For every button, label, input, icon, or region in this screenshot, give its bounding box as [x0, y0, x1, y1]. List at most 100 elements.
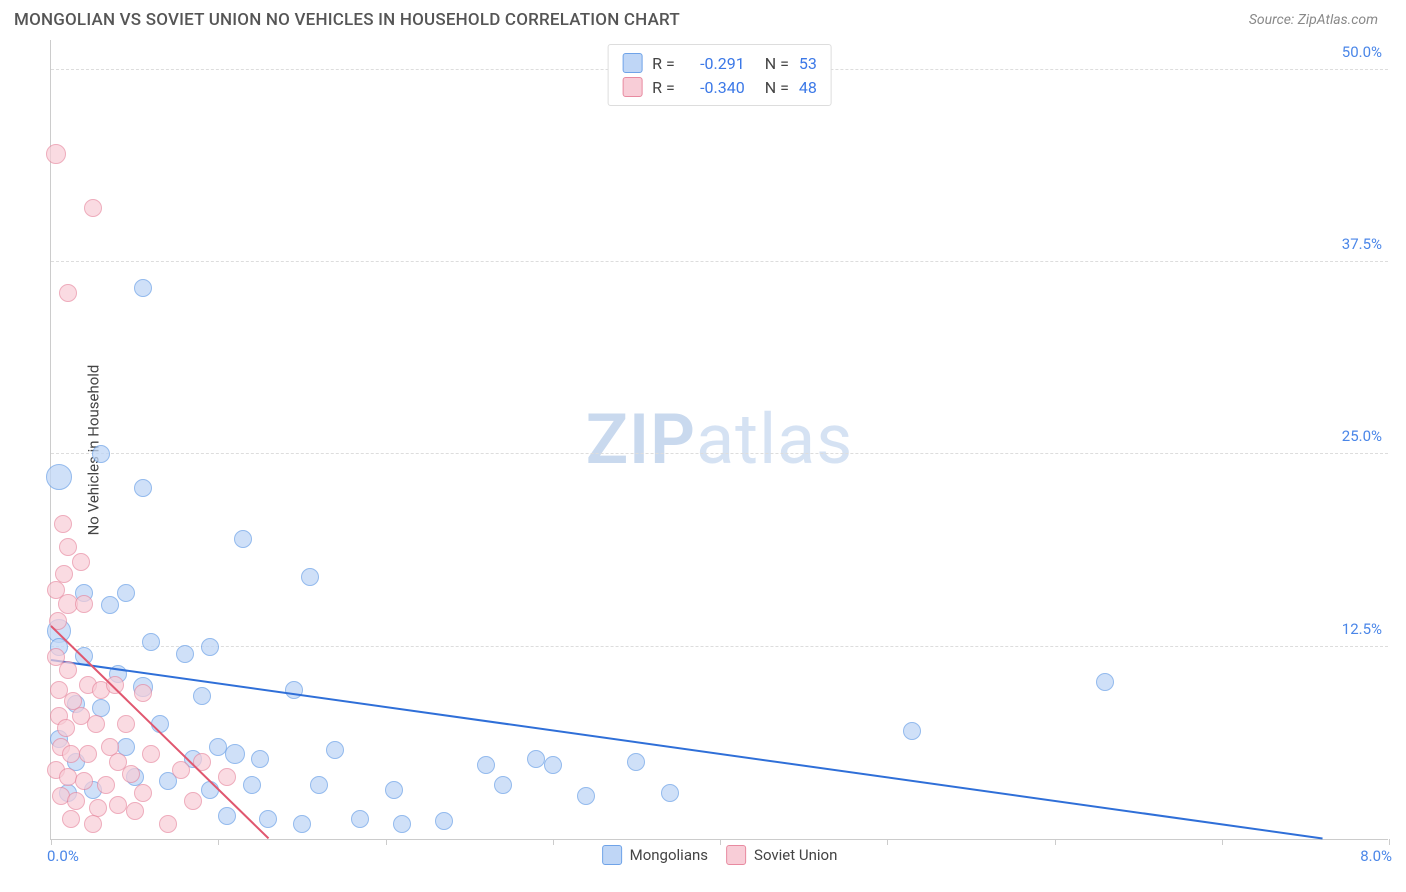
scatter-point	[142, 633, 160, 651]
x-tick	[1222, 839, 1223, 845]
scatter-point	[477, 756, 495, 774]
r-label: R =	[652, 78, 675, 97]
scatter-point	[67, 792, 85, 810]
trend-line	[50, 625, 269, 839]
y-tick-label: 50.0%	[1342, 43, 1382, 61]
scatter-point	[84, 815, 102, 833]
scatter-point	[193, 687, 211, 705]
n-label: N =	[765, 78, 789, 97]
scatter-point	[134, 479, 152, 497]
scatter-point	[62, 745, 80, 763]
x-max-label: 8.0%	[1360, 847, 1392, 865]
scatter-point	[351, 810, 369, 828]
scatter-point	[101, 596, 119, 614]
scatter-point	[72, 553, 90, 571]
scatter-point	[46, 144, 66, 164]
scatter-point	[59, 661, 77, 679]
y-tick-label: 37.5%	[1342, 235, 1382, 253]
scatter-point	[54, 515, 72, 533]
legend-swatch	[622, 77, 642, 97]
legend-swatch	[602, 845, 622, 865]
legend-swatch	[622, 53, 642, 73]
scatter-point	[172, 761, 190, 779]
scatter-point	[134, 784, 152, 802]
legend-top-row: R = -0.340 N = 48	[622, 75, 817, 99]
r-label: R =	[652, 54, 675, 73]
scatter-point	[117, 584, 135, 602]
scatter-point	[109, 796, 127, 814]
source-label: Source: ZipAtlas.com	[1249, 12, 1378, 28]
legend-bottom-item: Mongolians	[602, 845, 708, 865]
scatter-point	[57, 719, 75, 737]
n-label: N =	[765, 54, 789, 73]
scatter-point	[75, 772, 93, 790]
scatter-point	[435, 812, 453, 830]
scatter-point	[1096, 673, 1114, 691]
scatter-point	[577, 787, 595, 805]
scatter-point	[234, 530, 252, 548]
n-value: 48	[799, 78, 817, 97]
scatter-point	[75, 595, 93, 613]
scatter-point	[59, 538, 77, 556]
scatter-point	[87, 715, 105, 733]
x-tick	[887, 839, 888, 845]
watermark: ZIPatlas	[586, 399, 854, 481]
scatter-point	[59, 284, 77, 302]
scatter-point	[159, 815, 177, 833]
r-value: -0.340	[685, 78, 745, 97]
scatter-point	[251, 750, 269, 768]
n-value: 53	[799, 54, 817, 73]
y-tick-label: 25.0%	[1342, 427, 1382, 445]
scatter-point	[79, 745, 97, 763]
scatter-point	[184, 792, 202, 810]
scatter-point	[301, 568, 319, 586]
scatter-point	[225, 744, 245, 764]
watermark-part2: atlas	[696, 399, 853, 481]
scatter-point	[527, 750, 545, 768]
scatter-point	[661, 784, 679, 802]
scatter-point	[142, 745, 160, 763]
scatter-point	[903, 722, 921, 740]
scatter-point	[126, 802, 144, 820]
scatter-point	[59, 768, 77, 786]
x-tick	[218, 839, 219, 845]
scatter-point	[46, 464, 72, 490]
watermark-part1: ZIP	[586, 399, 696, 481]
scatter-point	[201, 638, 219, 656]
legend-label: Soviet Union	[754, 846, 837, 864]
legend-bottom-item: Soviet Union	[726, 845, 837, 865]
legend-top-row: R = -0.291 N = 53	[622, 51, 817, 75]
plot-area: ZIPatlas R =-0.291N =53R =-0.340N =48 Mo…	[50, 40, 1388, 840]
legend-correlation: R = -0.291 N = 53 R = -0.340 N = 48	[607, 44, 832, 106]
legend-series: Mongolians Soviet Union	[602, 845, 838, 865]
scatter-point	[243, 776, 261, 794]
scatter-point	[326, 741, 344, 759]
x-tick	[553, 839, 554, 845]
scatter-point	[494, 776, 512, 794]
y-tick-label: 12.5%	[1342, 620, 1382, 638]
gridline	[51, 453, 1388, 454]
scatter-point	[62, 810, 80, 828]
gridline	[51, 646, 1388, 647]
x-tick	[720, 839, 721, 845]
x-tick	[1389, 839, 1390, 845]
scatter-point	[92, 445, 110, 463]
scatter-point	[385, 781, 403, 799]
scatter-point	[310, 776, 328, 794]
legend-label: Mongolians	[630, 846, 708, 864]
scatter-point	[544, 756, 562, 774]
scatter-point	[106, 676, 124, 694]
x-tick	[51, 839, 52, 845]
scatter-point	[627, 753, 645, 771]
scatter-point	[117, 715, 135, 733]
x-tick	[386, 839, 387, 845]
chart-title: MONGOLIAN VS SOVIET UNION NO VEHICLES IN…	[14, 10, 680, 30]
r-value: -0.291	[685, 54, 745, 73]
scatter-point	[218, 768, 236, 786]
scatter-point	[134, 684, 152, 702]
scatter-point	[176, 645, 194, 663]
scatter-point	[293, 815, 311, 833]
scatter-point	[393, 815, 411, 833]
scatter-point	[259, 810, 277, 828]
scatter-point	[218, 807, 236, 825]
